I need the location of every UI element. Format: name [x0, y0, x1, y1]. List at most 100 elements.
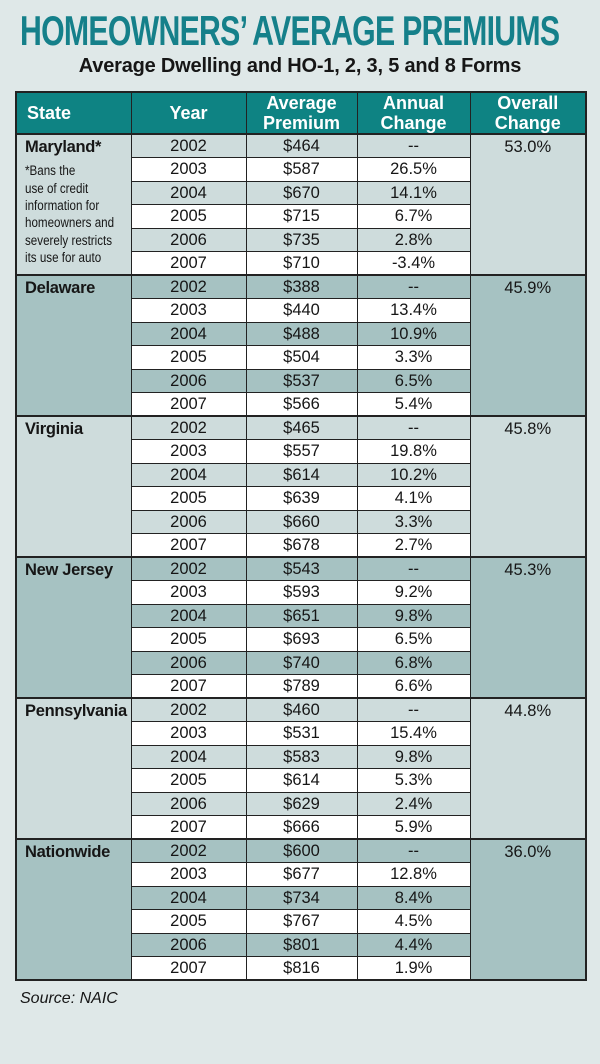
table-row: 2003 $557 19.8% [16, 439, 586, 464]
year-cell: 2003 [130, 862, 247, 887]
premium-cell: $566 [245, 392, 358, 417]
annual-change-cell: 26.5% [356, 157, 471, 182]
year-cell: 2003 [130, 439, 247, 464]
annual-change-cell: 9.2% [356, 580, 471, 605]
table-row: 2006 $537 6.5% [16, 368, 586, 394]
premium-cell: $614 [245, 462, 358, 488]
column-header-state: State [15, 91, 132, 136]
annual-change-cell: 10.2% [356, 462, 471, 488]
annual-change-cell: 9.8% [356, 744, 471, 770]
note-line: use of credit [25, 180, 89, 196]
table-row: Maryland* *Bans the use of credit informati… [15, 133, 587, 276]
year-cell: 2006 [130, 227, 247, 253]
annual-change-cell: 5.3% [356, 768, 471, 793]
year-cell: 2004 [130, 321, 247, 347]
annual-change-cell: 2.7% [356, 533, 471, 558]
year-cell: 2004 [130, 180, 247, 206]
year-cell: 2007 [130, 815, 247, 840]
table-row: Virginia 2002 $465 -- 45.8% [15, 415, 587, 558]
note-line: severely restricts [25, 232, 113, 248]
year-cell: 2005 [130, 486, 247, 511]
year-cell: 2005 [130, 909, 247, 934]
annual-change-cell: -- [356, 556, 471, 582]
state-name: Virginia [25, 420, 83, 439]
premium-cell: $488 [245, 321, 358, 347]
year-cell: 2003 [130, 298, 247, 323]
state-cell: Delaware [15, 274, 132, 417]
premium-cell: $583 [245, 744, 358, 770]
annual-change-cell: 19.8% [356, 439, 471, 464]
premiums-table: State Year Average Premium Annual Change… [15, 91, 587, 982]
state-name: New Jersey [25, 561, 113, 580]
table-row: 2005 $639 4.1% [16, 486, 586, 511]
premium-cell: $693 [245, 627, 358, 652]
table-row: 2007 $710 -3.4% [16, 251, 586, 276]
table-row: 2006 $735 2.8% [16, 227, 586, 253]
premium-cell: $537 [245, 368, 358, 394]
premium-cell: $465 [245, 415, 358, 441]
annual-change-cell: 1.9% [356, 956, 471, 981]
table-row: 2006 $740 6.8% [16, 650, 586, 676]
table-row: 2005 $693 6.5% [16, 627, 586, 652]
year-cell: 2007 [130, 956, 247, 981]
table-row: 2007 $816 1.9% [16, 956, 586, 981]
table-row: 2003 $587 26.5% [16, 157, 586, 182]
table-row: 2004 $488 10.9% [16, 321, 586, 347]
annual-change-cell: 6.5% [356, 368, 471, 394]
state-name: Nationwide [25, 843, 111, 862]
table-row: 2003 $677 12.8% [16, 862, 586, 887]
annual-change-cell: 3.3% [356, 509, 471, 535]
state-cell: Nationwide [15, 838, 132, 981]
premium-cell: $629 [245, 791, 358, 817]
annual-change-cell: -3.4% [356, 251, 471, 276]
state-note: *Bans the use of credit information for hom… [25, 162, 115, 266]
annual-change-cell: -- [356, 274, 471, 300]
table-row: 2005 $614 5.3% [16, 768, 586, 793]
annual-change-cell: 4.4% [356, 932, 471, 958]
table-row: 2004 $734 8.4% [16, 885, 586, 911]
annual-change-cell: -- [356, 697, 471, 723]
annual-change-cell: 6.6% [356, 674, 471, 699]
note-line: information for [25, 197, 100, 213]
overall-change-cell: 36.0% [469, 838, 587, 981]
premium-cell: $531 [245, 721, 358, 746]
year-cell: 2006 [130, 791, 247, 817]
premium-cell: $639 [245, 486, 358, 511]
premium-cell: $600 [245, 838, 358, 864]
table-row: 2004 $651 9.8% [16, 603, 586, 629]
table-row: 2007 $666 5.9% [16, 815, 586, 840]
year-cell: 2007 [130, 674, 247, 699]
page: HOMEOWNERS’ AVERAGE PREMIUMS Average Dwe… [15, 7, 587, 1008]
annual-change-cell: 6.8% [356, 650, 471, 676]
annual-change-cell: 14.1% [356, 180, 471, 206]
annual-change-cell: 4.1% [356, 486, 471, 511]
premium-cell: $587 [245, 157, 358, 182]
table-row: 2007 $678 2.7% [16, 533, 586, 558]
premium-cell: $593 [245, 580, 358, 605]
table-row: 2006 $660 3.3% [16, 509, 586, 535]
premium-cell: $557 [245, 439, 358, 464]
year-cell: 2007 [130, 251, 247, 276]
table-row: 2003 $531 15.4% [16, 721, 586, 746]
table-row: 2005 $767 4.5% [16, 909, 586, 934]
annual-change-cell: 2.4% [356, 791, 471, 817]
year-cell: 2003 [130, 157, 247, 182]
note-line: homeowners and [25, 215, 115, 231]
table-row: 2003 $440 13.4% [16, 298, 586, 323]
state-cell: Virginia [15, 415, 132, 558]
source-note: Source: NAIC [20, 990, 118, 1008]
premium-cell: $715 [245, 204, 358, 229]
table-row: 2004 $614 10.2% [16, 462, 586, 488]
annual-change-cell: 3.3% [356, 345, 471, 370]
premium-cell: $710 [245, 251, 358, 276]
premium-cell: $614 [245, 768, 358, 793]
column-header-overall-change: Overall Change [469, 91, 587, 136]
annual-change-cell: 9.8% [356, 603, 471, 629]
year-cell: 2005 [130, 345, 247, 370]
year-cell: 2002 [130, 274, 247, 300]
annual-change-cell: 10.9% [356, 321, 471, 347]
annual-change-cell: -- [356, 415, 471, 441]
premium-cell: $678 [245, 533, 358, 558]
page-title: HOMEOWNERS’ AVERAGE PREMIUMS [20, 7, 560, 54]
annual-change-cell: -- [356, 133, 471, 159]
